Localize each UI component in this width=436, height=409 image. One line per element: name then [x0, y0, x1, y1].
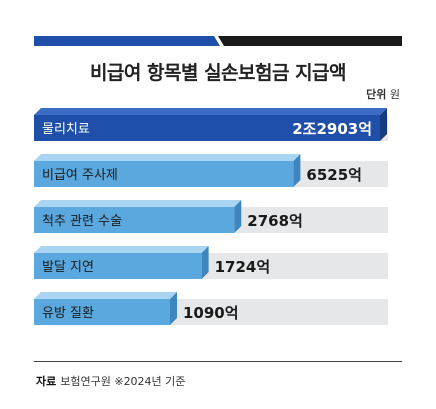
bar	[34, 115, 380, 141]
category-label: 비급여 주사제	[42, 168, 118, 183]
header-accent-left	[34, 36, 220, 46]
value-label: 1090억	[183, 304, 239, 322]
bar-side-face	[380, 108, 387, 141]
value-label: 1724억	[215, 258, 271, 276]
category-label: 척추 관련 수술	[42, 214, 122, 229]
header-accent-bar	[34, 36, 402, 46]
bar	[34, 207, 235, 233]
chart-title: 비급여 항목별 실손보험금 지급액	[89, 62, 347, 84]
value-label: 2768억	[247, 212, 303, 230]
unit-label: 단위	[366, 88, 387, 101]
bar-side-face	[293, 154, 301, 187]
unit-value: 원	[389, 88, 400, 101]
source-note: 자료 보험연구원 ※2024년 기준	[36, 373, 185, 389]
bar-side-face	[201, 246, 209, 279]
unit-note: 단위 원	[366, 86, 400, 102]
bar-top-face	[34, 154, 301, 161]
value-label: 6525억	[306, 166, 362, 184]
header-accent-right	[218, 36, 402, 46]
bar-top-face	[34, 200, 242, 207]
bar	[34, 161, 294, 187]
value-label: 2조2903억	[292, 120, 372, 138]
source-text: 보험연구원 ※2024년 기준	[60, 375, 186, 388]
source-label: 자료	[36, 375, 57, 388]
bar	[34, 299, 170, 325]
bar-top-face	[34, 246, 209, 253]
bar-top-face	[34, 292, 177, 299]
category-label: 유방 질환	[42, 306, 94, 321]
footer-divider	[34, 361, 402, 362]
bar	[34, 253, 202, 279]
bar-top-face	[34, 108, 387, 115]
bar-side-face	[234, 200, 242, 233]
category-label: 발달 지연	[42, 260, 94, 275]
category-label: 물리치료	[42, 122, 90, 137]
bar-side-face	[170, 292, 177, 325]
